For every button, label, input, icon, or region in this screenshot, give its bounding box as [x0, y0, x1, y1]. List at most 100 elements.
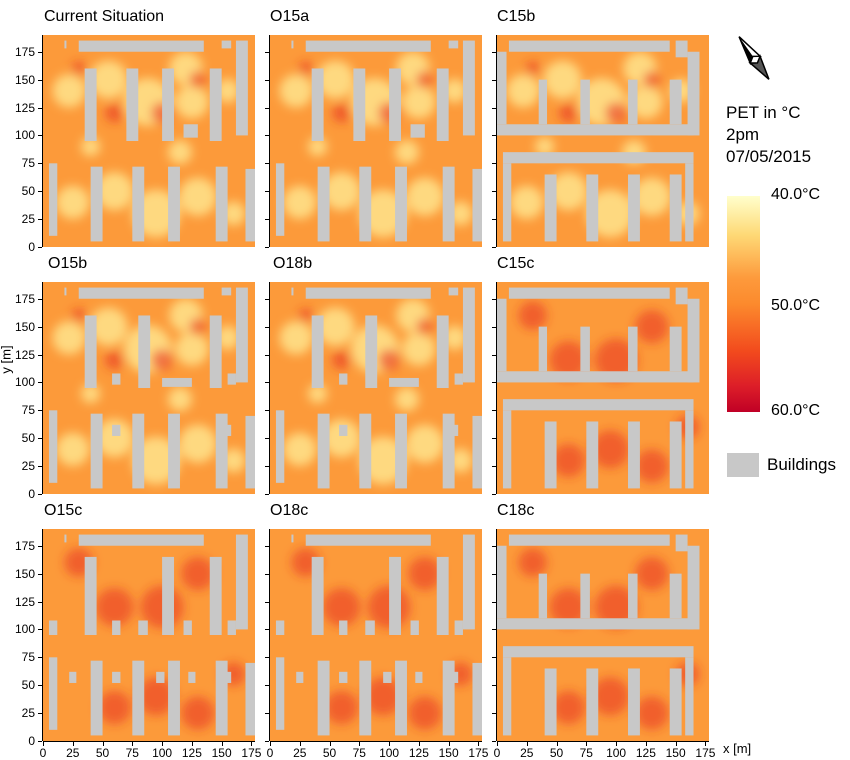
- building: [580, 79, 590, 125]
- building: [112, 373, 121, 385]
- building: [132, 166, 145, 242]
- hot-zone: [525, 61, 540, 76]
- map-panel: [270, 35, 482, 247]
- hot-zone: [181, 556, 215, 591]
- building: [221, 671, 232, 683]
- hot-zone: [151, 349, 173, 371]
- map-panel: [270, 282, 482, 494]
- y-tick-mark: [265, 135, 269, 137]
- building: [84, 556, 97, 635]
- y-tick-mark: [265, 438, 269, 440]
- y-tick-mark: [265, 298, 269, 300]
- y-tick-mark: [492, 382, 496, 384]
- y-tick-mark: [38, 657, 42, 659]
- hot-zone: [416, 318, 434, 335]
- building: [508, 287, 670, 299]
- panel-title: Current Situation: [44, 8, 165, 25]
- building: [90, 166, 103, 242]
- x-tick-mark: [329, 742, 331, 746]
- y-tick-label: 50: [21, 431, 35, 446]
- building: [235, 534, 248, 630]
- hot-zone: [518, 548, 548, 577]
- x-tick-mark: [448, 742, 450, 746]
- shade-zone: [178, 177, 217, 216]
- building: [395, 660, 407, 736]
- shade-zone: [395, 140, 419, 165]
- building: [538, 79, 548, 125]
- hot-zone: [643, 71, 661, 88]
- x-tick-label: 25: [520, 746, 534, 760]
- building: [112, 620, 121, 635]
- hot-zone: [181, 696, 215, 730]
- shade-zone: [89, 307, 128, 346]
- building: [317, 166, 330, 242]
- shade-zone: [52, 74, 86, 108]
- y-tick-mark: [38, 382, 42, 384]
- map-panel: [43, 529, 255, 741]
- shade-zone: [316, 60, 355, 99]
- shade-zone: [279, 321, 313, 355]
- shade-zone: [95, 419, 134, 458]
- y-tick-mark: [492, 545, 496, 547]
- y-tick-mark: [492, 494, 496, 495]
- building: [183, 620, 192, 635]
- shade-zone: [175, 332, 209, 366]
- y-tick-mark: [492, 629, 496, 631]
- building: [291, 534, 294, 543]
- x-tick-mark: [162, 742, 164, 746]
- building: [168, 166, 180, 242]
- y-tick-label: 100: [14, 128, 35, 143]
- building: [389, 556, 402, 635]
- building: [183, 124, 198, 138]
- building: [339, 620, 348, 635]
- y-tick-mark: [38, 247, 42, 248]
- hot-zone: [594, 585, 638, 629]
- building: [685, 163, 694, 242]
- building: [669, 668, 682, 736]
- building: [235, 40, 248, 136]
- y-tick-mark: [265, 629, 269, 631]
- building: [675, 40, 688, 58]
- shade-zone: [56, 432, 90, 467]
- building: [365, 315, 378, 388]
- building: [84, 68, 97, 141]
- y-tick-mark: [492, 247, 496, 248]
- hot-zone: [189, 71, 207, 88]
- building: [454, 373, 463, 385]
- shade-zone: [510, 185, 544, 220]
- x-tick-label: 0: [39, 746, 47, 760]
- building: [69, 671, 77, 683]
- y-axis-line: [496, 35, 497, 247]
- building: [305, 40, 431, 52]
- y-tick-label: 75: [21, 650, 35, 665]
- x-tick-label: 150: [438, 746, 459, 760]
- y-tick-mark: [492, 466, 496, 468]
- hot-zone: [408, 556, 442, 591]
- shade-zone: [81, 384, 101, 404]
- building: [64, 534, 67, 543]
- y-tick-mark: [265, 573, 269, 575]
- building: [275, 657, 285, 730]
- building: [162, 377, 192, 387]
- y-tick-label: 100: [14, 375, 35, 390]
- y-tick-mark: [38, 466, 42, 468]
- y-tick-label: 150: [14, 72, 35, 87]
- hot-zone: [95, 588, 134, 627]
- building: [687, 545, 700, 630]
- building: [538, 573, 548, 619]
- building: [126, 68, 139, 141]
- y-tick-label: 75: [21, 403, 35, 418]
- building: [84, 315, 97, 388]
- x-tick-mark: [389, 742, 391, 746]
- building: [215, 660, 228, 736]
- shade-zone: [316, 307, 355, 346]
- building: [628, 79, 638, 125]
- y-tick-mark: [492, 713, 496, 715]
- x-axis-line: [497, 741, 709, 742]
- building: [339, 671, 348, 683]
- y-tick-mark: [492, 657, 496, 659]
- building: [586, 421, 599, 489]
- y-tick-mark: [265, 107, 269, 109]
- building: [502, 163, 512, 242]
- shade-zone: [175, 85, 209, 119]
